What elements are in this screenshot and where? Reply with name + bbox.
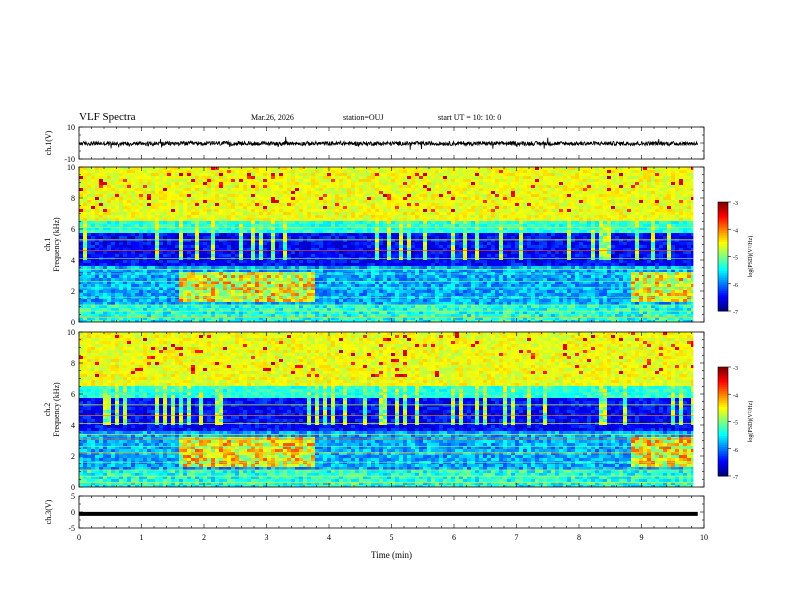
x-tick-label: 10 [700, 533, 708, 542]
ch1-ylabel: ch.1(V) [44, 130, 53, 155]
ch3-ytick-label: 0 [71, 508, 75, 517]
colorbar-tick-label: -6 [733, 448, 738, 454]
spectrogram-ytick-label: 8 [71, 194, 75, 203]
spectrogram-ytick-label: 0 [71, 318, 75, 327]
ch1-waveform-panel: 10 -10 ch.1(V) [44, 123, 705, 164]
spectrogram-ytick-label: 2 [71, 287, 75, 296]
spectrogram-cells [79, 167, 694, 322]
x-tick-label: 1 [140, 533, 144, 542]
colorbar: -3 -4 -5 -6 -7 log(PSD)(V²/Hz) [717, 201, 754, 316]
x-tick-label: 4 [327, 533, 331, 542]
x-tick-label: 6 [452, 533, 456, 542]
colorbar-tick-label: -7 [733, 475, 738, 481]
spectrogram-ytick-label: 0 [71, 483, 75, 492]
ch1-ytick-label: 10 [67, 123, 75, 132]
spectrogram-ytick-label: 6 [71, 225, 75, 234]
colorbar-tick-label: -7 [733, 310, 738, 316]
x-tick-label: 3 [265, 533, 269, 542]
colorbar-label: log(PSD)(V²/Hz) [747, 401, 754, 442]
spectrogram-cells [79, 332, 694, 487]
colorbar-tick-label: -6 [733, 283, 738, 289]
ch1-ytick-label: -10 [64, 155, 75, 164]
x-tick-label: 0 [77, 533, 81, 542]
start-time-label: start UT = 10: 10: 0 [438, 113, 502, 122]
x-tick-label: 9 [640, 533, 644, 542]
spectrogram-ylabel-frequency: Frequency (kHz) [52, 217, 61, 272]
station-label: station=OUJ [343, 113, 384, 122]
x-tick-label: 2 [202, 533, 206, 542]
colorbar-tick-label: -5 [733, 256, 738, 262]
spectrogram-ytick-label: 2 [71, 452, 75, 461]
colorbar-tick-label: -4 [733, 393, 738, 399]
ch3-ytick-label: 5 [71, 492, 75, 501]
x-axis-label: Time (min) [371, 550, 412, 560]
colorbar: -3 -4 -5 -6 -7 log(PSD)(V²/Hz) [717, 366, 754, 481]
spectrogram-ytick-label: 4 [71, 256, 75, 265]
date-label: Mar.26, 2026 [251, 113, 294, 122]
chart-title: VLF Spectra [79, 111, 136, 123]
colorbar-tick-label: -3 [733, 201, 738, 207]
colorbar-tick-label: -3 [733, 366, 738, 372]
ch3-ytick-label: -5 [68, 524, 75, 533]
x-tick-label: 8 [577, 533, 581, 542]
spectrogram-ytick-label: 6 [71, 390, 75, 399]
ch2-spectrogram-panel: 0 2 4 6 8 10 ch.2 Frequency (kHz) -3 -4 -5 -6 -7 log(… [43, 328, 754, 492]
ch1-spectrogram-panel: 0 2 4 6 8 10 ch.1 Frequency (kHz) -3 -4 -5 -6 -7 log(… [43, 163, 754, 327]
spectrogram-ylabel: ch.1 [43, 238, 52, 252]
spectrogram-ytick-label: 4 [71, 421, 75, 430]
ch1-waveform-line [78, 136, 699, 150]
spectrogram-ytick-label: 10 [67, 163, 75, 172]
spectrogram-ytick-label: 8 [71, 359, 75, 368]
ch3-ylabel: ch.3(V) [44, 499, 53, 524]
spectrogram-ylabel: ch.2 [43, 403, 52, 417]
spectrogram-ylabel-frequency: Frequency (kHz) [52, 382, 61, 437]
x-tick-label: 7 [515, 533, 519, 542]
colorbar-tick-label: -5 [733, 421, 738, 427]
colorbar-tick-label: -4 [733, 228, 738, 234]
x-tick-label: 5 [390, 533, 394, 542]
colorbar-label: log(PSD)(V²/Hz) [747, 236, 754, 277]
spectrogram-ytick-label: 10 [67, 328, 75, 337]
